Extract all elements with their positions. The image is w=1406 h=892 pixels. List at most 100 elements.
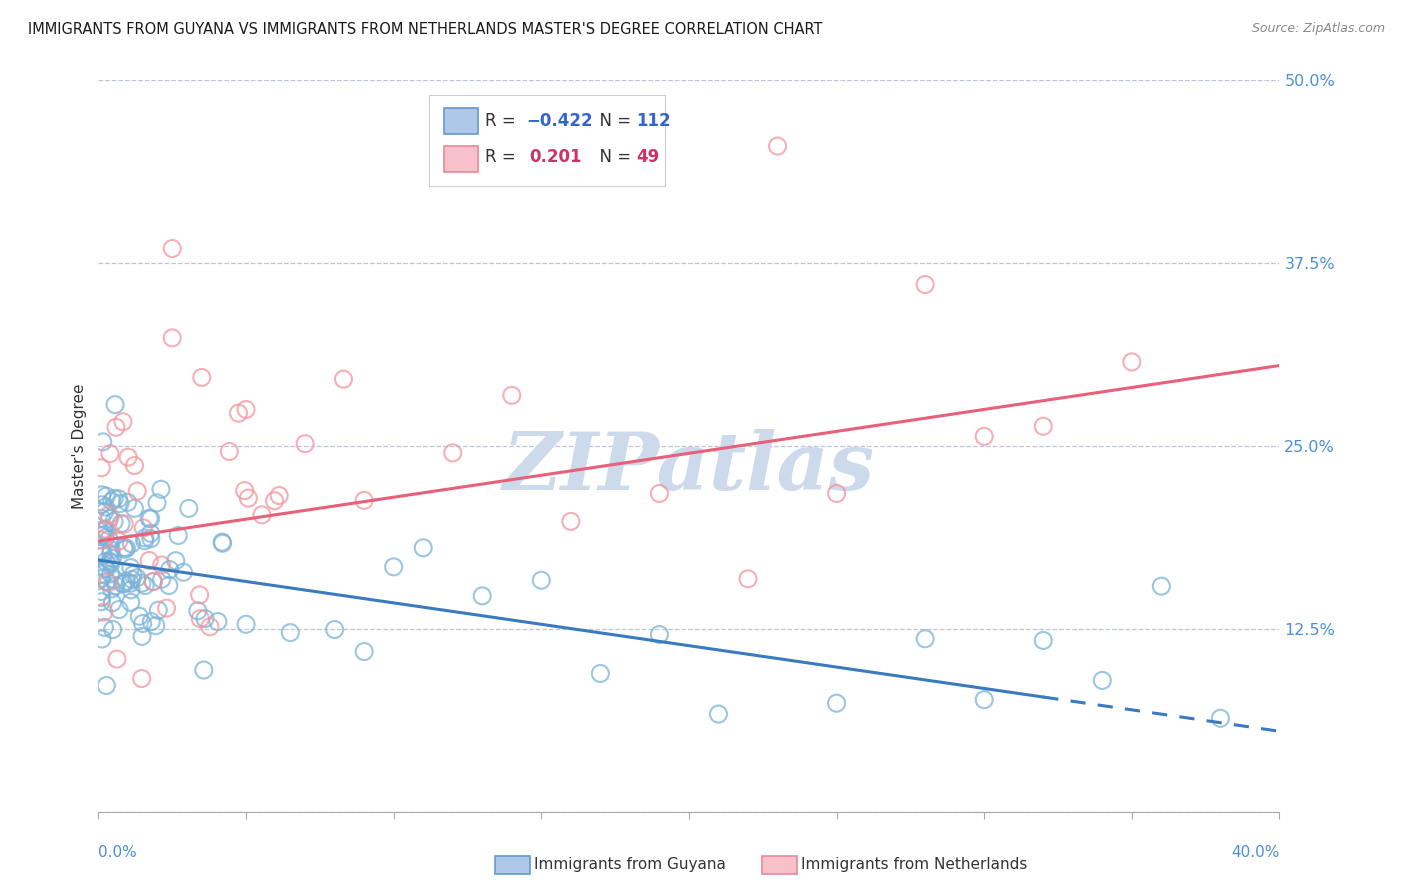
Text: 0.201: 0.201 <box>530 148 582 166</box>
Point <box>117 495 139 509</box>
Point <box>97 508 120 522</box>
Point <box>648 627 671 641</box>
FancyBboxPatch shape <box>429 95 665 186</box>
Point <box>104 398 127 412</box>
Point <box>93 522 115 536</box>
Point <box>101 551 124 566</box>
Point <box>91 545 114 559</box>
Point <box>228 406 250 420</box>
Point <box>148 603 170 617</box>
Point <box>441 446 464 460</box>
Point <box>98 511 121 525</box>
Text: 40.0%: 40.0% <box>1232 845 1279 860</box>
Point <box>131 629 153 643</box>
Text: −0.422: −0.422 <box>526 112 592 129</box>
Point <box>96 574 118 589</box>
Point <box>138 553 160 567</box>
Point <box>121 573 143 587</box>
Point <box>131 576 153 591</box>
Text: R =: R = <box>485 148 520 166</box>
Point <box>188 612 211 626</box>
Point <box>134 578 156 592</box>
Point <box>112 576 135 591</box>
Point <box>235 617 257 632</box>
Point <box>112 541 135 555</box>
Point <box>93 524 115 538</box>
Point <box>111 415 134 429</box>
Point <box>162 331 183 345</box>
Point <box>94 531 117 545</box>
Point <box>98 447 121 461</box>
Text: 49: 49 <box>636 148 659 166</box>
Point <box>124 458 146 473</box>
Point <box>108 497 131 511</box>
Text: Immigrants from Netherlands: Immigrants from Netherlands <box>801 857 1028 871</box>
Point <box>973 692 995 706</box>
Point <box>914 632 936 646</box>
Point <box>96 679 118 693</box>
Point <box>90 488 112 502</box>
Point <box>93 505 115 519</box>
Point <box>124 501 146 516</box>
Point <box>90 460 112 475</box>
Point <box>501 388 523 402</box>
Point <box>146 496 169 510</box>
Point <box>94 562 117 576</box>
Point <box>707 707 730 722</box>
Point <box>1121 355 1143 369</box>
Point <box>103 573 125 587</box>
Point <box>100 547 122 561</box>
Point <box>107 491 129 506</box>
Point <box>100 543 122 558</box>
Point <box>127 484 149 499</box>
Point <box>238 491 260 505</box>
Point <box>103 515 125 529</box>
Point <box>100 556 122 570</box>
Point <box>560 515 582 529</box>
Point <box>269 489 291 503</box>
Text: Immigrants from Guyana: Immigrants from Guyana <box>534 857 725 871</box>
Point <box>90 591 112 605</box>
Point <box>120 582 142 597</box>
Point <box>382 559 405 574</box>
Point <box>914 277 936 292</box>
Point <box>172 566 194 580</box>
Point <box>105 652 128 666</box>
Point <box>131 672 153 686</box>
Text: Source: ZipAtlas.com: Source: ZipAtlas.com <box>1251 22 1385 36</box>
Point <box>825 486 848 500</box>
Point <box>121 537 143 551</box>
Point <box>101 623 124 637</box>
Point <box>648 486 671 500</box>
Point <box>91 632 114 646</box>
Point <box>90 543 112 558</box>
Point <box>125 571 148 585</box>
Point <box>139 526 162 541</box>
Point <box>91 549 114 563</box>
Point <box>263 493 285 508</box>
Point <box>96 523 118 537</box>
Point <box>353 644 375 658</box>
Point <box>323 623 346 637</box>
Point <box>139 512 162 526</box>
Point <box>115 541 138 556</box>
Text: IMMIGRANTS FROM GUYANA VS IMMIGRANTS FROM NETHERLANDS MASTER'S DEGREE CORRELATIO: IMMIGRANTS FROM GUYANA VS IMMIGRANTS FRO… <box>28 22 823 37</box>
Point <box>91 434 114 449</box>
Point <box>93 620 115 634</box>
Point <box>191 370 214 384</box>
Point <box>150 572 173 586</box>
Point <box>141 615 163 629</box>
Point <box>198 620 221 634</box>
Point <box>90 572 112 586</box>
Point <box>107 534 129 549</box>
Point <box>1150 579 1173 593</box>
Point <box>218 444 240 458</box>
Point <box>138 511 160 525</box>
Point <box>131 616 153 631</box>
Point <box>194 612 217 626</box>
FancyBboxPatch shape <box>444 146 478 171</box>
Point <box>737 572 759 586</box>
Point <box>139 532 162 546</box>
Point <box>100 494 122 508</box>
Point <box>162 242 183 256</box>
